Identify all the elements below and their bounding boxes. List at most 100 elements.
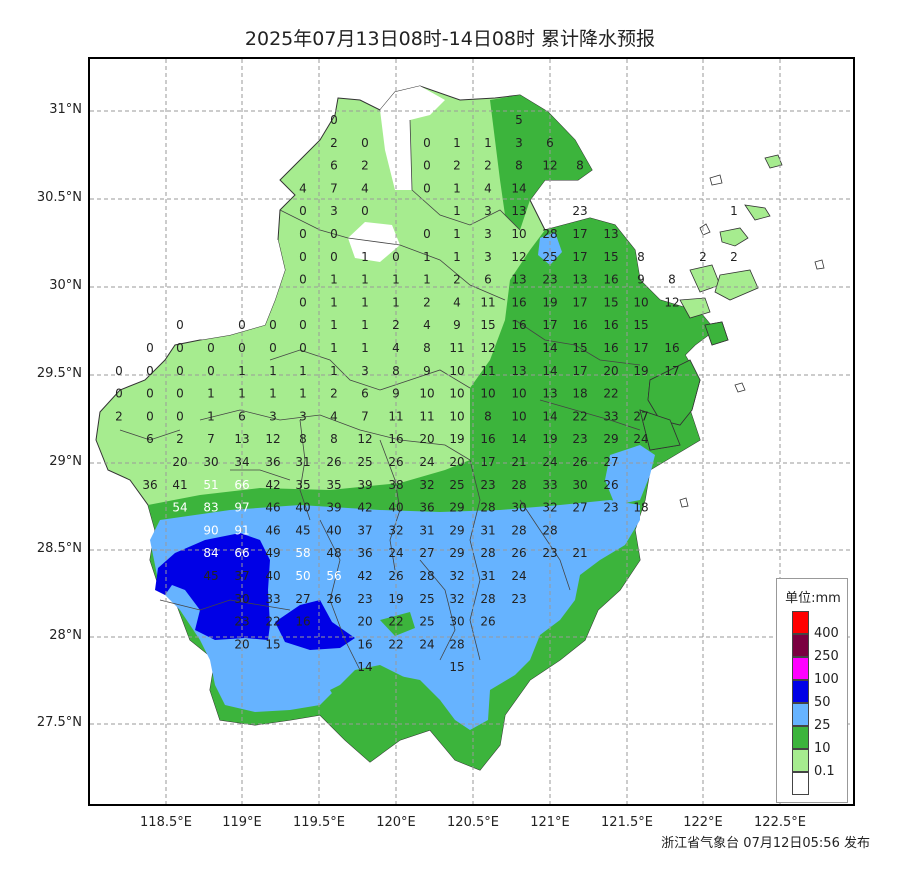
rain-value-label: 1 — [207, 387, 215, 401]
rain-value-label: 30 — [449, 615, 464, 629]
rain-value-label: 15 — [603, 295, 618, 309]
rain-value-label: 0 — [423, 159, 431, 173]
rain-value-label: 58 — [295, 546, 310, 560]
rain-value-label: 3 — [515, 136, 523, 150]
rain-value-label: 12 — [664, 295, 679, 309]
rain-value-label: 4 — [330, 409, 338, 423]
rain-value-label: 45 — [295, 523, 310, 537]
rain-value-label: 28 — [419, 569, 434, 583]
rain-value-label: 19 — [542, 432, 557, 446]
rain-value-label: 40 — [295, 501, 310, 515]
lat-label: 30°N — [49, 278, 82, 293]
rain-value-label: 21 — [572, 546, 587, 560]
rain-value-label: 23 — [234, 615, 249, 629]
rain-value-label: 19 — [633, 364, 648, 378]
rain-value-label: 0 — [176, 341, 184, 355]
lon-label: 119°E — [222, 815, 262, 830]
rain-value-label: 7 — [207, 432, 215, 446]
rain-value-label: 32 — [542, 501, 557, 515]
legend-swatch — [792, 726, 809, 749]
rain-value-label: 0 — [299, 318, 307, 332]
rain-value-label: 0 — [238, 318, 246, 332]
rain-value-label: 1 — [423, 250, 431, 264]
rain-value-label: 16 — [388, 432, 403, 446]
rain-value-label: 20 — [419, 432, 434, 446]
legend-swatch — [792, 634, 809, 657]
rain-value-label: 7 — [361, 409, 369, 423]
rain-value-label: 16 — [603, 318, 618, 332]
rain-value-label: 0 — [299, 250, 307, 264]
rain-value-label: 39 — [326, 501, 341, 515]
rain-value-label: 15 — [603, 250, 618, 264]
rain-value-label: 40 — [388, 501, 403, 515]
rain-value-label: 0 — [299, 341, 307, 355]
rain-value-label: 1 — [453, 204, 461, 218]
rain-value-label: 9 — [392, 387, 400, 401]
rain-value-label: 11 — [388, 409, 403, 423]
rain-value-label: 28 — [511, 478, 526, 492]
rain-value-label: 8 — [484, 409, 492, 423]
rain-value-label: 3 — [269, 409, 277, 423]
rain-value-label: 14 — [542, 341, 557, 355]
rain-value-label: 13 — [511, 364, 526, 378]
rain-value-label: 1 — [361, 341, 369, 355]
rain-value-label: 32 — [419, 478, 434, 492]
lat-label: 29°N — [49, 454, 82, 469]
legend-label: 250 — [814, 649, 839, 664]
rain-value-label: 31 — [419, 523, 434, 537]
rain-value-label: 10 — [419, 387, 434, 401]
rain-value-label: 1 — [330, 341, 338, 355]
rain-value-label: 14 — [511, 432, 526, 446]
rain-value-label: 6 — [146, 432, 154, 446]
rain-value-label: 1 — [299, 364, 307, 378]
rain-value-label: 6 — [330, 159, 338, 173]
map-frame: 0 5 2 0 0 1 1 3 6 6 2 0 2 2 8 12 8 4 7 4 0 1 4 14 0 3 0 1 3 13 23 1 0 0 0 1… — [88, 57, 855, 806]
rain-value-label: 2 — [330, 387, 338, 401]
rain-value-label: 35 — [326, 478, 341, 492]
rain-value-label: 15 — [572, 341, 587, 355]
rain-value-label: 17 — [542, 318, 557, 332]
rain-value-label: 28 — [449, 637, 464, 651]
rain-value-label: 19 — [388, 592, 403, 606]
rain-value-label: 30 — [572, 478, 587, 492]
rain-value-label: 4 — [361, 181, 369, 195]
islands-green — [639, 321, 729, 451]
rain-value-label: 16 — [295, 615, 310, 629]
rain-25-50-area — [150, 500, 640, 730]
rain-value-label: 1 — [238, 387, 246, 401]
rain-value-label: 0 — [115, 387, 123, 401]
rain-value-label: 2 — [453, 159, 461, 173]
rain-10-25-area-north — [490, 95, 592, 230]
rain-value-label: 15 — [265, 637, 280, 651]
rain-value-label: 26 — [603, 478, 618, 492]
legend-label: 50 — [814, 695, 831, 710]
legend-label: 10 — [814, 741, 831, 756]
rain-value-label: 2 — [453, 273, 461, 287]
rain-value-label: 13 — [234, 432, 249, 446]
rain-value-label: 22 — [388, 637, 403, 651]
legend: 单位:mm 400 250 100 50 25 10 0.1 — [776, 578, 848, 803]
rain-value-label: 17 — [572, 295, 587, 309]
rain-value-label: 33 — [603, 409, 618, 423]
rain-25-50-area-east — [605, 445, 655, 505]
rain-value-label: 17 — [572, 227, 587, 241]
rain-value-label: 1 — [238, 364, 246, 378]
rain-value-label: 3 — [361, 364, 369, 378]
rain-value-label: 13 — [542, 387, 557, 401]
rain-value-label: 1 — [269, 387, 277, 401]
rain-value-label: 0 — [330, 250, 338, 264]
rain-value-label: 11 — [480, 295, 495, 309]
rain-value-label: 23 — [542, 273, 557, 287]
rain-value-label: 46 — [265, 501, 280, 515]
rain-value-label: 10 — [449, 409, 464, 423]
rain-value-label: 27 — [572, 501, 587, 515]
rain-value-label: 23 — [357, 592, 372, 606]
legend-swatch — [792, 657, 809, 680]
rain-value-label: 33 — [265, 592, 280, 606]
rain-value-label: 14 — [542, 364, 557, 378]
rain-value-label: 12 — [511, 250, 526, 264]
rain-value-label: 40 — [326, 523, 341, 537]
rain-value-label: 12 — [265, 432, 280, 446]
rain-value-label: 37 — [234, 569, 249, 583]
rain-value-label: 2 — [484, 159, 492, 173]
